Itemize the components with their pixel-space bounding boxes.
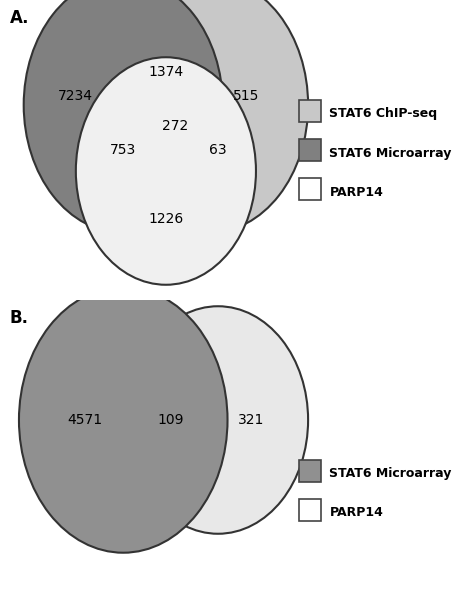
Ellipse shape <box>19 287 228 553</box>
Text: 7234: 7234 <box>58 89 93 103</box>
Text: 321: 321 <box>238 413 264 427</box>
Text: PARP14: PARP14 <box>329 185 383 199</box>
Ellipse shape <box>24 0 223 233</box>
Text: 1374: 1374 <box>148 65 183 79</box>
Text: STAT6 ChIP-seq: STAT6 ChIP-seq <box>329 107 438 121</box>
Text: 1226: 1226 <box>148 212 183 226</box>
FancyBboxPatch shape <box>299 499 321 521</box>
Text: STAT6 Microarray: STAT6 Microarray <box>329 467 452 481</box>
Text: 753: 753 <box>110 143 137 157</box>
Text: STAT6 Microarray: STAT6 Microarray <box>329 146 452 160</box>
FancyBboxPatch shape <box>299 178 321 200</box>
FancyBboxPatch shape <box>299 460 321 482</box>
Ellipse shape <box>128 306 308 534</box>
Ellipse shape <box>76 57 256 285</box>
Text: 109: 109 <box>157 413 184 427</box>
Text: A.: A. <box>9 9 29 27</box>
FancyBboxPatch shape <box>299 100 321 122</box>
Text: 272: 272 <box>162 119 189 133</box>
Text: 63: 63 <box>209 143 227 157</box>
Ellipse shape <box>109 0 308 233</box>
Text: B.: B. <box>9 309 28 327</box>
FancyBboxPatch shape <box>299 139 321 161</box>
Text: 515: 515 <box>233 89 260 103</box>
Text: PARP14: PARP14 <box>329 506 383 520</box>
Text: 4571: 4571 <box>68 413 103 427</box>
